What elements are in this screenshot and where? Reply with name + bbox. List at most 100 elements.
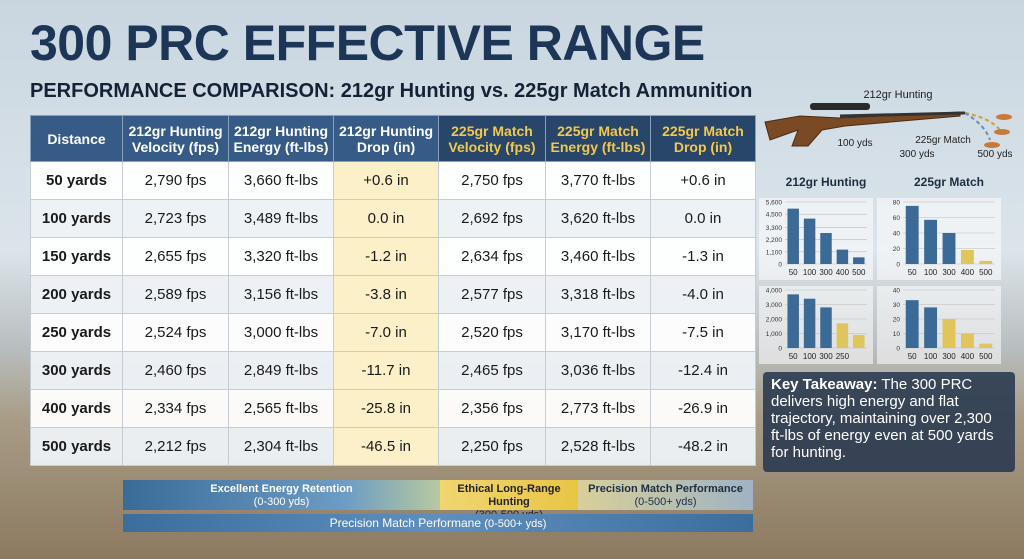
bar: [803, 298, 816, 348]
table-cell: 2,304 ft-lbs: [228, 427, 334, 466]
table-row: 400 yards 2,334 fps 2,565 ft-lbs -25.8 in 2,…: [30, 389, 756, 428]
bar: [853, 257, 865, 264]
table-row: 200 yards 2,589 fps 3,156 ft-lbs -3.8 in 2,5…: [30, 275, 756, 314]
y-tick-label: 0: [778, 346, 782, 353]
y-tick-label: 40: [893, 288, 901, 295]
bar: [787, 208, 799, 264]
table-cell: 3,156 ft-lbs: [228, 275, 334, 314]
table-cell: 150 yards: [30, 237, 123, 276]
bar: [836, 323, 849, 348]
x-tick-label: 50: [789, 352, 798, 361]
table-cell: 2,790 fps: [122, 161, 229, 200]
table-cell: 2,849 ft-lbs: [228, 351, 334, 390]
table-row: 300 yards 2,460 fps 2,849 ft-lbs -11.7 in 2,…: [30, 351, 756, 390]
x-tick-label: 250: [836, 352, 850, 361]
y-tick-label: 0: [896, 262, 900, 269]
key-takeaway-text: The 300 PRC delivers high energy and fla…: [771, 376, 994, 461]
table-cell: 3,620 ft-lbs: [545, 199, 651, 238]
diagram-label: 100 yds: [837, 138, 872, 149]
key-takeaway-label: Key Takeaway:: [771, 376, 878, 393]
bar: [905, 300, 919, 348]
table-row: 100 yards 2,723 fps 3,489 ft-lbs 0.0 in 2,69…: [30, 199, 756, 238]
mini-chart-bg: [877, 198, 1001, 280]
x-tick-label: 400: [961, 352, 975, 361]
table-cell: -1.3 in: [650, 237, 756, 276]
bar: [820, 307, 832, 348]
y-tick-label: 20: [893, 317, 901, 324]
bar: [979, 260, 993, 264]
x-tick-label: 50: [789, 268, 798, 277]
table-cell: 300 yards: [30, 351, 123, 390]
subtitle: PERFORMANCE COMPARISON: 212gr Hunting vs…: [30, 80, 753, 102]
table-cell: 200 yards: [30, 275, 123, 314]
table-cell: -3.8 in: [333, 275, 439, 314]
mini-chart-bg: [759, 286, 873, 364]
y-tick-label: 3,300: [766, 225, 783, 232]
table-cell: 250 yards: [30, 313, 123, 352]
column-header: 225gr Match Drop (in): [650, 115, 756, 162]
column-header: 212gr Hunting Energy (ft-lbs): [228, 115, 334, 162]
rifle: [764, 103, 1012, 148]
x-tick-label: 100: [803, 268, 817, 277]
table-cell: 3,000 ft-lbs: [228, 313, 334, 352]
y-tick-label: 1,100: [766, 249, 783, 256]
table-cell: 3,320 ft-lbs: [228, 237, 334, 276]
y-tick-label: 2,000: [766, 317, 783, 324]
bar: [979, 343, 993, 348]
bottom-label: Precision Match Performane: [329, 516, 481, 530]
bar: [924, 219, 938, 264]
table-cell: 2,460 fps: [122, 351, 229, 390]
table-cell: 2,589 fps: [122, 275, 229, 314]
y-tick-label: 4,000: [766, 288, 783, 295]
x-tick-label: 100: [803, 352, 817, 361]
y-tick-label: 0: [896, 346, 900, 353]
table-cell: +0.6 in: [333, 161, 439, 200]
range-bar: Ethical Long-Range Hunting(300-500 yds): [440, 480, 578, 521]
table-cell: 2,750 fps: [438, 161, 546, 200]
column-header: Distance: [30, 115, 123, 162]
y-tick-label: 3,000: [766, 302, 783, 309]
bar: [960, 250, 974, 264]
y-tick-label: 2,200: [766, 237, 783, 244]
table-cell: 2,723 fps: [122, 199, 229, 238]
title: 300 PRC EFFECTIVE RANGE: [30, 15, 705, 71]
x-tick-label: 300: [942, 352, 956, 361]
table-row: 50 yards 2,790 fps 3,660 ft-lbs +0.6 in 2,75…: [30, 161, 756, 200]
y-tick-label: 40: [893, 231, 901, 238]
range-label: Ethical Long-Range Hunting: [457, 483, 561, 508]
table-cell: -1.2 in: [333, 237, 439, 276]
y-tick-label: 20: [893, 246, 901, 253]
table-cell: 2,773 ft-lbs: [545, 389, 651, 428]
table-cell: 100 yards: [30, 199, 123, 238]
range-label: Precision Match Performance: [588, 483, 743, 495]
x-tick-label: 50: [908, 352, 917, 361]
y-tick-label: 1,000: [766, 331, 783, 338]
table-cell: 3,318 ft-lbs: [545, 275, 651, 314]
range-bar: Excellent Energy Retention (0-300 yds): [123, 480, 440, 510]
table-cell: 2,577 fps: [438, 275, 546, 314]
bar: [942, 319, 956, 348]
table-cell: 3,770 ft-lbs: [545, 161, 651, 200]
x-tick-label: 500: [979, 268, 993, 277]
table-cell: 2,250 fps: [438, 427, 546, 466]
mini-chart-bg: [759, 198, 873, 280]
y-tick-label: 60: [893, 215, 901, 222]
table-cell: 2,465 fps: [438, 351, 546, 390]
y-tick-label: 30: [893, 302, 901, 309]
bar: [787, 294, 799, 348]
x-tick-label: 400: [836, 268, 850, 277]
diagram-label: 212gr Hunting: [863, 89, 932, 101]
y-tick-label: 80: [893, 200, 901, 207]
bar: [836, 249, 849, 264]
table-cell: -7.5 in: [650, 313, 756, 352]
table-cell: -11.7 in: [333, 351, 439, 390]
x-tick-label: 100: [924, 268, 938, 277]
mini-chart-bg: [877, 286, 1001, 364]
table-cell: 3,489 ft-lbs: [228, 199, 334, 238]
key-takeaway: Key Takeaway: The 300 PRC delivers high …: [763, 372, 1015, 472]
table-cell: -46.5 in: [333, 427, 439, 466]
range-text: (0-300 yds): [253, 496, 310, 508]
x-tick-label: 100: [924, 352, 938, 361]
